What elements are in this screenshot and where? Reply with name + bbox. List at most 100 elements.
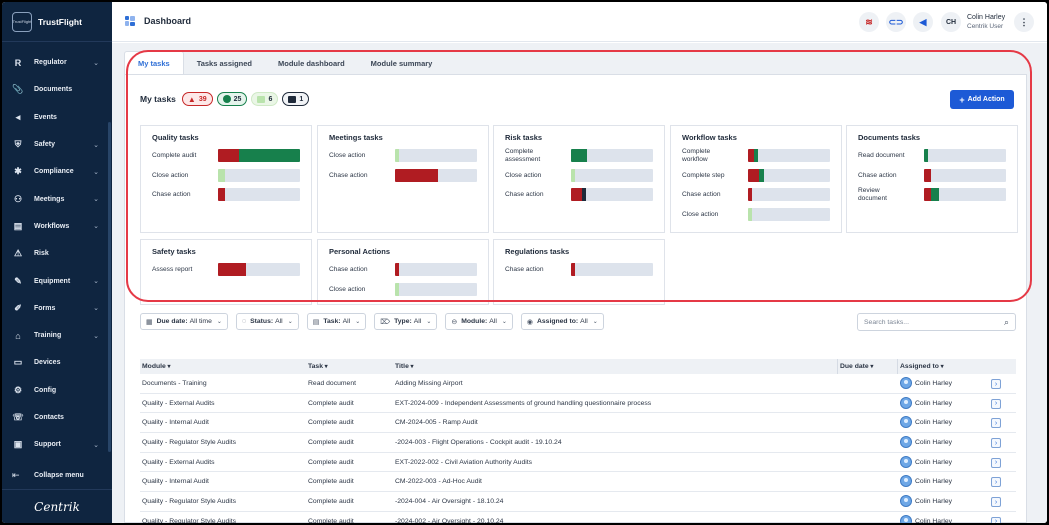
task-row[interactable]: Chase action — [858, 168, 1013, 185]
database-button[interactable]: ≋ — [859, 12, 879, 32]
progress-bar[interactable] — [395, 168, 477, 182]
filter-status[interactable]: ◌ Status: All ⌄ — [235, 313, 299, 330]
overdue-count-badge[interactable]: ▲ 39 — [181, 92, 213, 106]
other-count-badge[interactable]: 1 — [282, 92, 310, 106]
task-row[interactable]: Close action — [329, 282, 484, 299]
task-row[interactable]: Read document — [858, 149, 1013, 165]
progress-bar[interactable] — [924, 188, 1006, 202]
progress-bar[interactable] — [395, 282, 477, 296]
task-row[interactable]: Complete audit — [152, 149, 307, 165]
user-menu[interactable]: CH Colin Harley Centrik User — [941, 11, 1005, 33]
column-header-due-date[interactable]: Due date ▾ — [840, 363, 873, 370]
table-row[interactable]: Documents - Training Read document Adding … — [140, 374, 1016, 394]
sidebar-item-safety[interactable]: ⛨ Safety ⌄ — [2, 131, 112, 158]
open-task-button[interactable]: › — [991, 516, 1001, 523]
sidebar-item-risk[interactable]: ⚠ Risk — [2, 240, 112, 267]
search-input[interactable]: Search tasks... ⌕ — [857, 313, 1016, 331]
open-task-button[interactable]: › — [991, 438, 1001, 449]
task-row[interactable]: Complete workflow — [682, 148, 837, 165]
open-task-button[interactable]: › — [991, 457, 1001, 468]
link-button[interactable]: ⊂⊃ — [886, 12, 906, 32]
task-row[interactable]: Close action — [152, 168, 307, 185]
progress-bar[interactable] — [571, 263, 653, 276]
task-row[interactable]: Chase action — [505, 263, 660, 279]
task-row[interactable]: Chase action — [152, 188, 307, 204]
collapse-menu-button[interactable]: ⇤ Collapse menu — [2, 465, 112, 485]
sidebar-item-meetings[interactable]: ⚇ Meetings ⌄ — [2, 185, 112, 212]
progress-bar[interactable] — [218, 168, 300, 182]
task-row[interactable]: Close action — [329, 149, 484, 165]
sidebar-item-contacts[interactable]: ☏ Contacts — [2, 404, 112, 431]
sidebar-item-support[interactable]: ▣ Support ⌄ — [2, 431, 112, 458]
tab-my-tasks[interactable]: My tasks — [124, 51, 184, 75]
brand[interactable]: TrustFlight TrustFlight — [2, 2, 112, 42]
sidebar-item-forms[interactable]: ✐ Forms ⌄ — [2, 295, 112, 322]
task-row[interactable]: Chase action — [329, 168, 484, 185]
column-header-assigned-to[interactable]: Assigned to ▾ — [900, 363, 944, 370]
task-row[interactable]: Close action — [505, 168, 660, 185]
filter-due-date[interactable]: ▦ Due date: All time ⌄ — [140, 313, 228, 330]
upcoming-count-badge[interactable]: 6 — [251, 92, 279, 106]
sidebar-item-training[interactable]: ⌂ Training ⌄ — [2, 322, 112, 349]
on-track-count-badge[interactable]: 25 — [216, 92, 248, 106]
table-row[interactable]: Quality - Regulator Style Audits Complete… — [140, 492, 1016, 512]
progress-bar[interactable] — [218, 149, 300, 162]
filter-type[interactable]: ⌦ Type: All ⌄ — [374, 313, 438, 330]
table-row[interactable]: Quality - External Audits Complete audit E… — [140, 394, 1016, 414]
sidebar-item-regulator[interactable]: R Regulator ⌄ — [2, 49, 112, 76]
table-row[interactable]: Quality - Internal Audit Complete audit CM… — [140, 472, 1016, 493]
progress-bar[interactable] — [748, 149, 830, 162]
open-task-button[interactable]: › — [991, 379, 1001, 389]
progress-bar[interactable] — [748, 168, 830, 182]
filter-module[interactable]: ⊖ Module: All ⌄ — [445, 313, 513, 330]
open-task-button[interactable]: › — [991, 418, 1001, 429]
task-row[interactable]: Complete step — [682, 168, 837, 185]
table-row[interactable]: Quality - Regulator Style Audits Complete… — [140, 433, 1016, 453]
filter-assigned-to[interactable]: ◉ Assigned to: All ⌄ — [520, 313, 604, 330]
tab-module-dashboard[interactable]: Module dashboard — [278, 58, 345, 68]
progress-bar[interactable] — [748, 207, 830, 221]
sidebar-item-equipment[interactable]: ✎ Equipment ⌄ — [2, 267, 112, 294]
task-row[interactable]: Complete assessment — [505, 148, 660, 165]
progress-bar[interactable] — [748, 188, 830, 202]
column-header-title[interactable]: Title ▾ — [395, 363, 414, 370]
add-action-button[interactable]: + Add Action — [950, 90, 1014, 109]
column-header-module[interactable]: Module ▾ — [142, 363, 170, 370]
more-options-button[interactable]: ⋮ — [1014, 12, 1034, 32]
task-row[interactable]: Close action — [682, 207, 837, 224]
task-row[interactable]: Chase action — [329, 263, 484, 279]
progress-bar[interactable] — [571, 168, 653, 182]
task-row[interactable]: Assess report — [152, 263, 307, 279]
progress-bar[interactable] — [571, 149, 653, 162]
sidebar-scrollbar[interactable] — [108, 122, 111, 452]
progress-bar[interactable] — [218, 263, 300, 276]
task-row[interactable]: Chase action — [505, 188, 660, 204]
progress-bar[interactable] — [571, 188, 653, 202]
table-row[interactable]: Quality - External Audits Complete audit E… — [140, 453, 1016, 473]
sidebar-item-config[interactable]: ⚙ Config — [2, 377, 112, 404]
tab-tasks-assigned[interactable]: Tasks assigned — [196, 58, 252, 68]
sidebar-item-devices[interactable]: ▭ Devices — [2, 349, 112, 376]
sidebar-item-documents[interactable]: 📎 Documents — [2, 76, 112, 103]
progress-bar[interactable] — [924, 149, 1006, 162]
progress-bar[interactable] — [924, 168, 1006, 182]
open-task-button[interactable]: › — [991, 477, 1001, 488]
tab-module-summary[interactable]: Module summary — [370, 58, 433, 68]
table-row[interactable]: Quality - Internal Audit Complete audit CM… — [140, 413, 1016, 434]
task-row[interactable]: Review document — [858, 187, 1013, 204]
open-task-button[interactable]: › — [991, 497, 1001, 508]
open-task-button[interactable]: › — [991, 398, 1001, 409]
filter-task[interactable]: ▤ Task: All ⌄ — [306, 313, 367, 330]
progress-bar[interactable] — [395, 263, 477, 276]
sidebar-item-workflows[interactable]: ▤ Workflows ⌄ — [2, 213, 112, 240]
column-header-task[interactable]: Task ▾ — [308, 363, 328, 370]
progress-bar[interactable] — [395, 149, 477, 162]
progress-bar[interactable] — [218, 188, 300, 202]
announcements-button[interactable]: ◀ — [913, 12, 933, 32]
table-row[interactable]: Quality - Regulator Style Audits Complete… — [140, 512, 1016, 523]
sidebar-item-compliance[interactable]: ✱ Compliance ⌄ — [2, 158, 112, 185]
sidebar-item-events[interactable]: ◂ Events — [2, 104, 112, 131]
task-row[interactable]: Chase action — [682, 188, 837, 204]
filter-icon: ◌ — [241, 318, 247, 325]
